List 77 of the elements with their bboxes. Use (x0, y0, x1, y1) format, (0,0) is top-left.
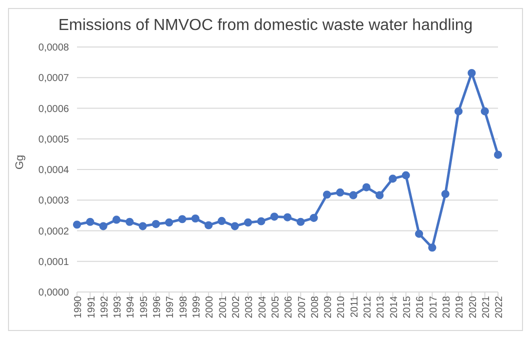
point (415, 230, 424, 238)
y-tick-label: 0,0005 (38, 134, 70, 146)
point (86, 218, 94, 226)
point (165, 218, 174, 227)
x-tick-label: 2006 (284, 296, 295, 318)
y-tick-label: 0,0003 (38, 196, 70, 207)
point (244, 218, 252, 227)
point (270, 212, 278, 221)
x-tick-label: 1999 (192, 296, 203, 318)
x-tick-label: 2005 (270, 296, 282, 318)
point (230, 222, 239, 230)
x-tick-label: 2017 (428, 296, 440, 318)
y-tick-label: 0,0001 (38, 256, 70, 268)
point (178, 215, 186, 224)
point (362, 183, 370, 192)
point (454, 107, 463, 116)
point (112, 216, 121, 224)
point (376, 191, 384, 200)
x-tick-label: 2009 (323, 296, 334, 318)
x-tick-label: 1994 (126, 296, 137, 318)
x-tick-label: 2016 (415, 296, 426, 318)
point (138, 222, 147, 230)
point (402, 171, 410, 180)
y-tick-label: 0,0004 (38, 165, 70, 176)
point (336, 188, 344, 197)
point (191, 214, 200, 223)
y-tick-label: 0,0008 (38, 42, 70, 54)
point (283, 213, 292, 222)
x-tick-label: 2000 (204, 296, 216, 318)
x-tick-label: 2003 (244, 296, 256, 318)
x-tick-label: 2013 (376, 296, 387, 318)
x-tick-label: 2018 (441, 296, 452, 318)
x-tick-label: 1990 (73, 296, 84, 318)
chart-title: Emissions of NMVOC from domestic waste water handling (57, 17, 474, 36)
point (494, 150, 502, 159)
x-tick-label: 2010 (336, 296, 348, 318)
x-tick-label: 2002 (230, 296, 242, 318)
x-tick-label: 2012 (362, 296, 374, 318)
x-tick-label: 1998 (178, 296, 190, 318)
point (480, 107, 489, 116)
x-tick-label: 2007 (296, 296, 308, 318)
y-tick-label: 0,0002 (38, 226, 70, 238)
point (322, 190, 332, 199)
x-tick-label: 1993 (112, 296, 124, 318)
y-axis-title: Gg (14, 154, 26, 170)
point (468, 68, 476, 78)
x-tick-label: 2001 (218, 296, 229, 318)
point (99, 222, 108, 230)
y-tick-label: 0,0000 (38, 288, 70, 299)
point (388, 174, 397, 183)
point (126, 218, 134, 226)
x-tick-label: 2021 (480, 296, 492, 318)
point (310, 214, 318, 222)
x-tick-label: 2004 (257, 296, 268, 318)
y-tick-label: 0,0006 (38, 104, 70, 115)
y-tick-label: 0,0007 (38, 73, 70, 84)
x-tick-label: 1991 (86, 296, 98, 318)
x-tick-label: 2014 (388, 296, 400, 318)
x-tick-label: 2011 (349, 296, 360, 318)
point (204, 221, 213, 230)
x-tick-label: 1996 (152, 296, 164, 318)
point (296, 218, 305, 226)
x-tick-label: 2015 (402, 296, 414, 318)
x-tick-label: 2022 (494, 296, 506, 318)
point (428, 244, 436, 252)
x-tick-label: 2008 (310, 296, 321, 318)
point (257, 217, 266, 226)
point (349, 191, 358, 200)
x-tick-label: 1992 (99, 296, 110, 318)
point (441, 190, 450, 198)
point (72, 220, 82, 229)
point (218, 216, 226, 225)
x-tick-label: 2020 (468, 296, 479, 318)
x-tick-label: 1995 (138, 296, 150, 318)
point (152, 220, 160, 228)
x-tick-label: 1997 (165, 296, 176, 318)
x-tick-label: 2019 (454, 296, 466, 318)
